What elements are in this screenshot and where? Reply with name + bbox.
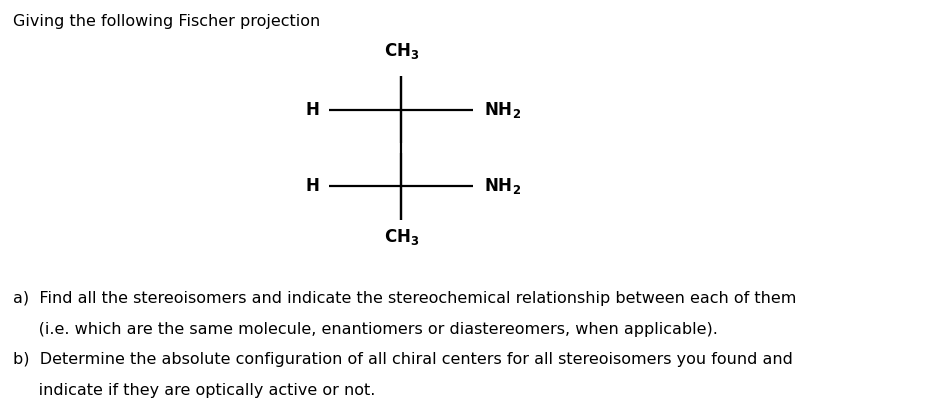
Text: Giving the following Fischer projection: Giving the following Fischer projection <box>13 14 320 29</box>
Text: $\mathbf{H}$: $\mathbf{H}$ <box>305 177 319 195</box>
Text: a)  Find all the stereoisomers and indicate the stereochemical relationship betw: a) Find all the stereoisomers and indica… <box>13 291 796 306</box>
Text: $\mathbf{H}$: $\mathbf{H}$ <box>305 101 319 119</box>
Text: indicate if they are optically active or not.: indicate if they are optically active or… <box>13 383 375 398</box>
Text: (i.e. which are the same molecule, enantiomers or diastereomers, when applicable: (i.e. which are the same molecule, enant… <box>13 322 717 337</box>
Text: $\mathbf{CH_3}$: $\mathbf{CH_3}$ <box>384 227 419 247</box>
Text: $\mathbf{CH_3}$: $\mathbf{CH_3}$ <box>384 41 419 61</box>
Text: $\mathbf{NH_2}$: $\mathbf{NH_2}$ <box>484 100 521 120</box>
Text: $\mathbf{NH_2}$: $\mathbf{NH_2}$ <box>484 176 521 196</box>
Text: b)  Determine the absolute configuration of all chiral centers for all stereoiso: b) Determine the absolute configuration … <box>13 352 793 367</box>
